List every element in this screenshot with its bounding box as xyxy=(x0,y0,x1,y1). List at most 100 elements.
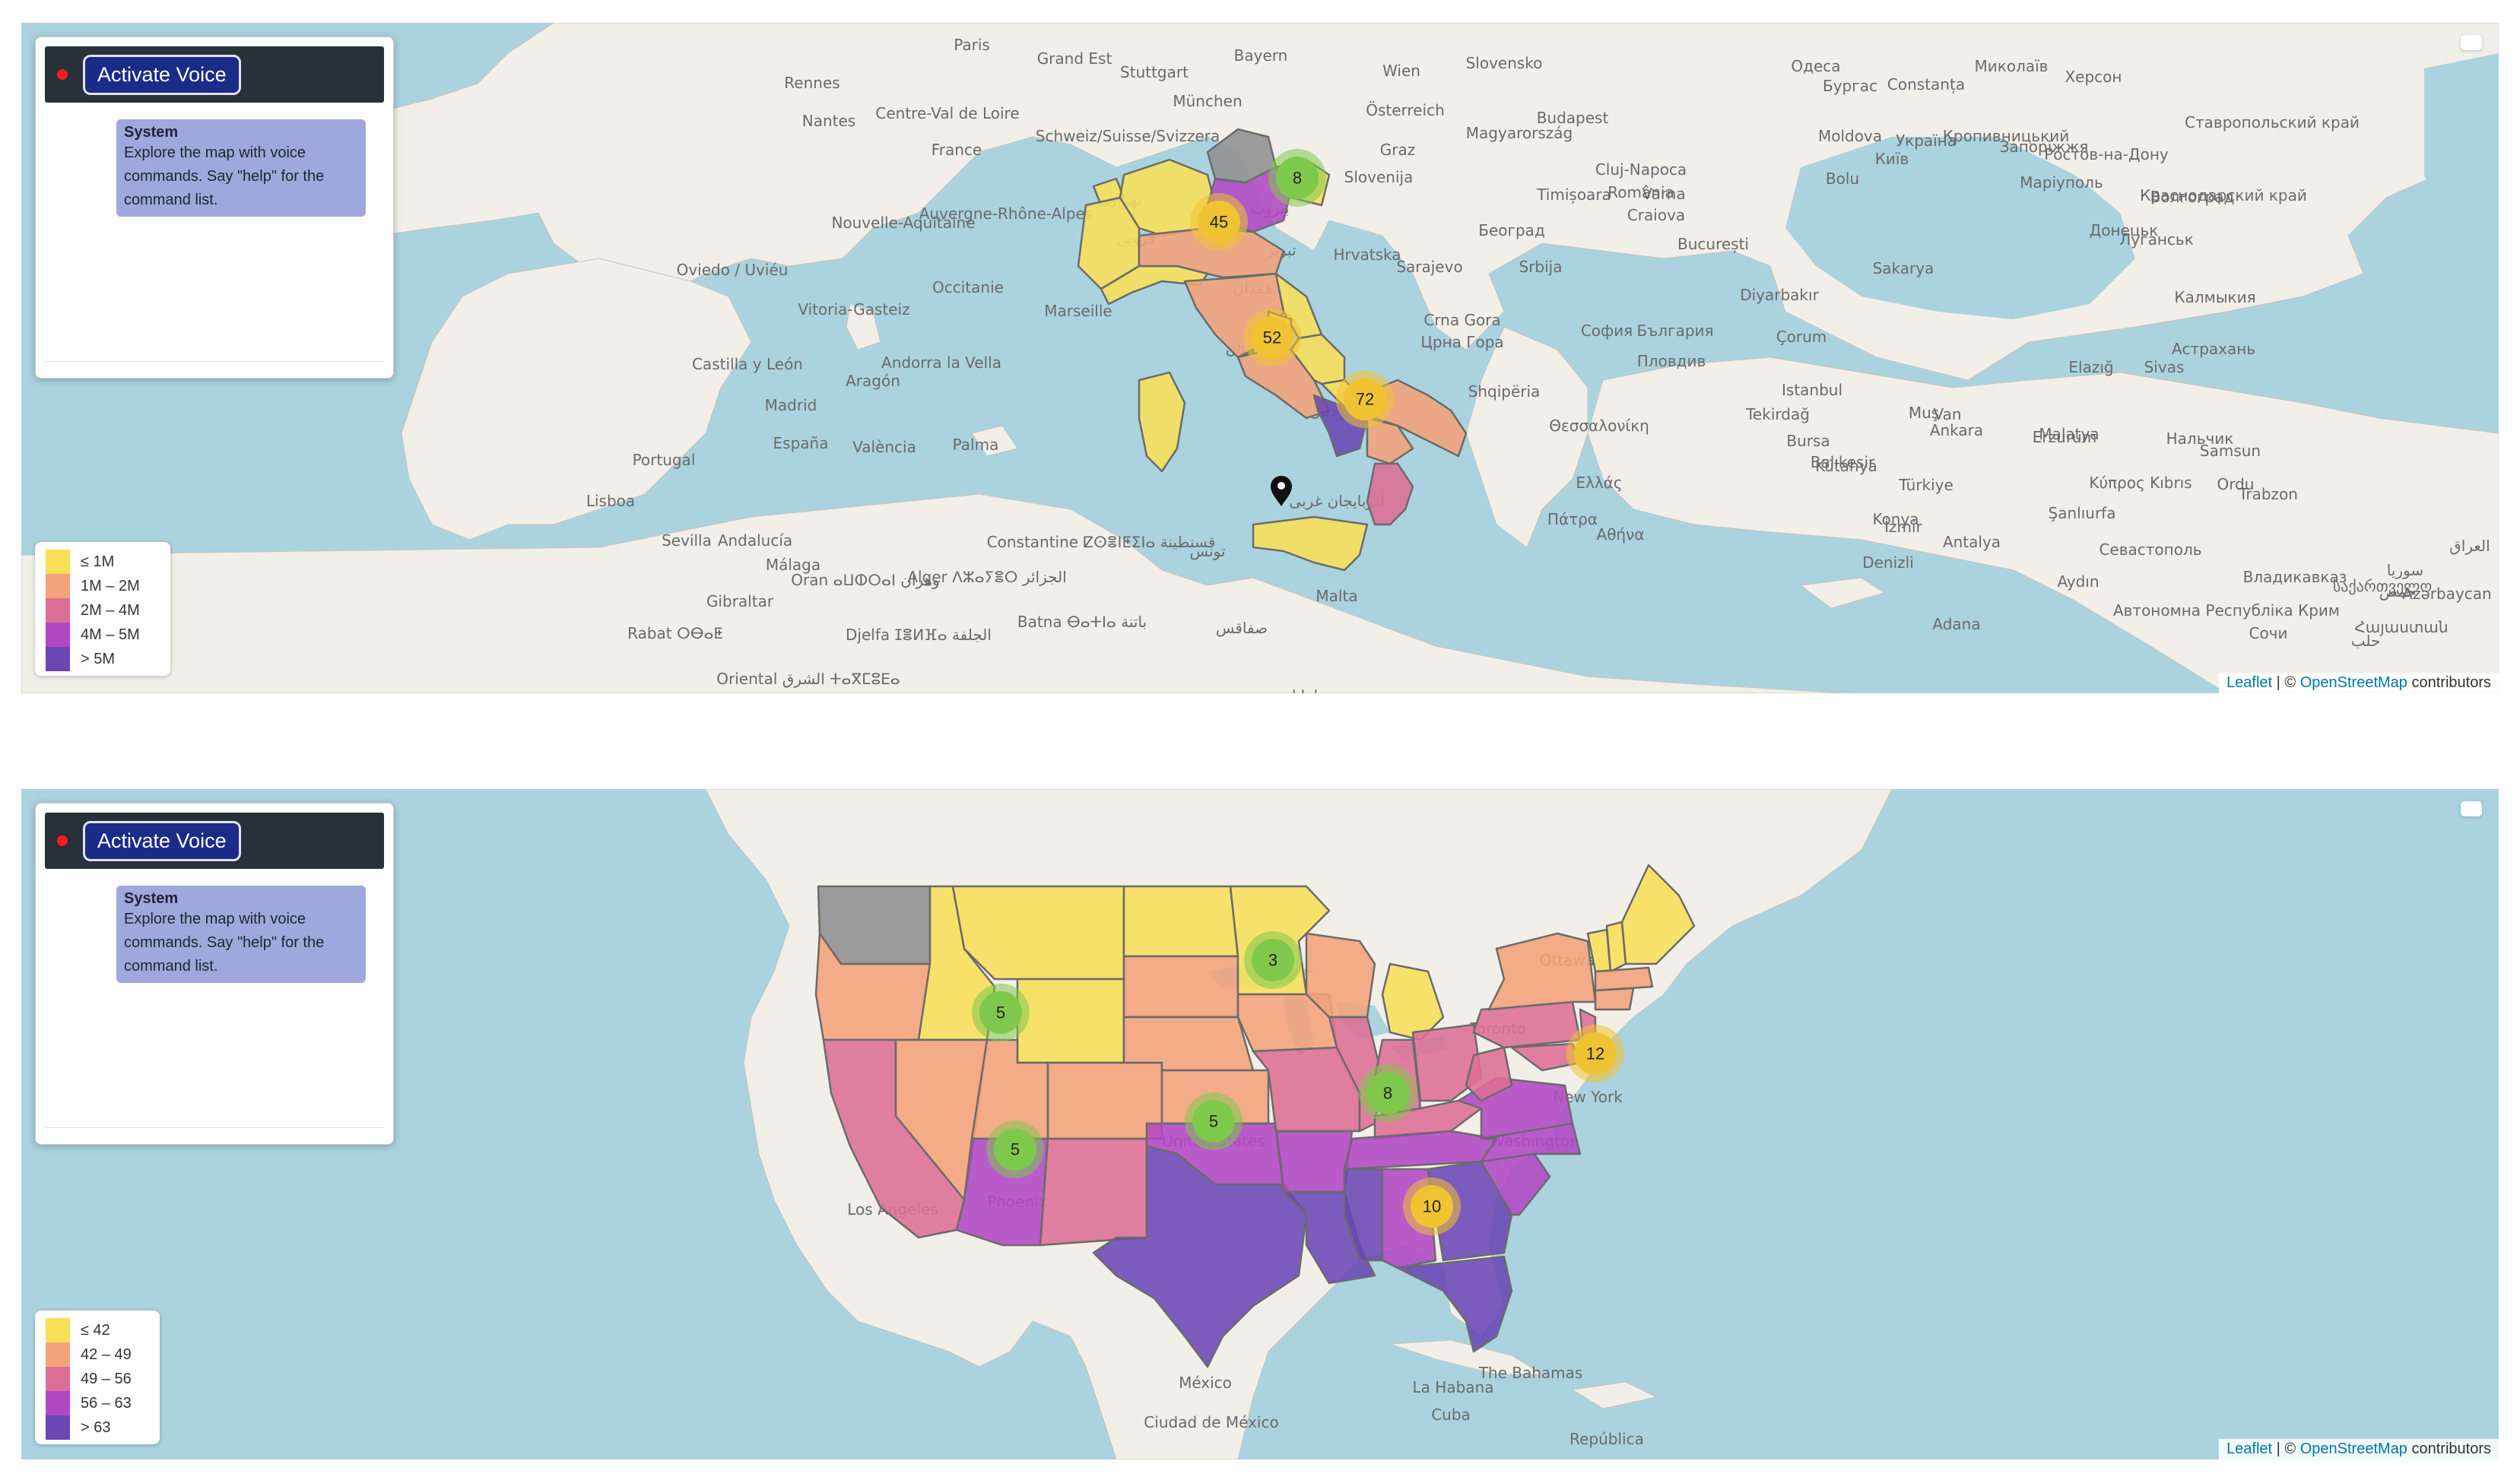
state-north-dakota[interactable] xyxy=(1122,885,1239,958)
cluster-marker[interactable]: 5 xyxy=(1185,1092,1243,1150)
place-label: Lisboa xyxy=(586,492,635,510)
voice-message-log[interactable]: System Explore the map with voice comman… xyxy=(45,103,384,362)
place-label: Ordu xyxy=(2217,475,2255,493)
region-sicilia[interactable] xyxy=(1252,515,1369,572)
voice-message-log[interactable]: System Explore the map with voice comman… xyxy=(45,869,384,1128)
map-attribution: Leaflet | © OpenStreetMap contributors xyxy=(2219,1439,2499,1460)
map-control-bottom[interactable] xyxy=(2461,801,2482,816)
state-arkansas[interactable] xyxy=(1274,1130,1354,1193)
legend-swatch xyxy=(46,1342,70,1367)
legend-row: ≤ 1M xyxy=(46,550,160,574)
region-basilicata[interactable] xyxy=(1366,417,1414,465)
state-mississippi[interactable] xyxy=(1343,1168,1384,1262)
state-new-york[interactable] xyxy=(1487,932,1597,1011)
place-label: Ростов-на-Дону xyxy=(2044,145,2169,163)
cluster-marker[interactable]: 5 xyxy=(972,984,1030,1041)
state-texas[interactable] xyxy=(1092,1145,1308,1368)
cluster-marker[interactable]: 3 xyxy=(1244,931,1302,989)
cluster-count: 72 xyxy=(1356,390,1374,409)
legend-swatch xyxy=(46,1318,70,1342)
place-label: Владикавказ xyxy=(2243,568,2347,586)
cluster-count: 5 xyxy=(1209,1112,1218,1131)
place-label: Oviedo / Uviéu xyxy=(677,261,789,279)
place-label: Varna xyxy=(1642,185,1685,203)
place-label: Црна Гора xyxy=(1420,333,1503,351)
state-florida[interactable] xyxy=(1396,1255,1513,1353)
place-label: Нальчик xyxy=(2166,429,2234,448)
activate-voice-button[interactable]: Activate Voice xyxy=(83,820,241,861)
usa-map[interactable]: OttawaTorontoNew YorkWashingtonUnited St… xyxy=(21,789,2499,1460)
cluster-marker[interactable]: 5 xyxy=(986,1120,1044,1178)
legend-swatch xyxy=(46,1415,70,1440)
leaflet-link[interactable]: Leaflet xyxy=(2226,674,2273,691)
place-label: Ставропольский край xyxy=(2185,113,2360,132)
state-colorado[interactable] xyxy=(1046,1061,1163,1140)
place-label: Srbija xyxy=(1519,258,1563,276)
state-nebraska[interactable] xyxy=(1122,1016,1255,1072)
state-wyoming[interactable] xyxy=(1016,978,1125,1064)
legend-label: > 5M xyxy=(81,650,116,667)
place-label: República xyxy=(1569,1430,1644,1448)
place-label: Trabzon xyxy=(2238,485,2298,503)
usa-map-canvas[interactable]: OttawaTorontoNew YorkWashingtonUnited St… xyxy=(21,789,2499,1460)
legend-row: 42 – 49 xyxy=(46,1342,149,1367)
state-west-virginia[interactable] xyxy=(1465,1046,1513,1102)
state-massachusetts[interactable] xyxy=(1594,966,1654,992)
leaflet-link[interactable]: Leaflet xyxy=(2226,1441,2273,1457)
region-sardegna[interactable] xyxy=(1138,371,1186,473)
voice-panel-top: Activate Voice System Explore the map wi… xyxy=(35,36,394,379)
state-maine[interactable] xyxy=(1620,864,1696,965)
attribution-separator: | © xyxy=(2272,674,2300,691)
place-label: Oriental الشرق ⵜⴰⴳⵎⵓⴹⴰ xyxy=(716,670,900,688)
place-label: Malta xyxy=(1316,587,1357,605)
voice-header: Activate Voice xyxy=(45,46,384,103)
legend-row: 1M – 2M xyxy=(46,574,160,598)
place-label: Автономна Республіка Крим xyxy=(2113,601,2340,620)
place-label: Castilla y León xyxy=(692,355,803,373)
state-new-mexico[interactable] xyxy=(1039,1137,1148,1247)
legend-row: 4M – 5M xyxy=(46,623,160,647)
place-label: Andorra la Vella xyxy=(881,353,1001,372)
place-label: Ελλάς xyxy=(1576,474,1622,492)
legend-row: 56 – 63 xyxy=(46,1391,149,1415)
place-label: София xyxy=(1581,322,1633,340)
place-label: Одеса xyxy=(1791,57,1840,75)
cluster-marker[interactable]: 10 xyxy=(1403,1177,1461,1235)
italy-clusters: 45 8 52 72 xyxy=(1190,149,1394,428)
cluster-marker[interactable]: 45 xyxy=(1190,193,1248,251)
legend-row: 2M – 4M xyxy=(46,598,160,623)
place-label: Erzurum xyxy=(2033,428,2096,446)
cluster-core xyxy=(1198,201,1240,243)
place-label: Malatya xyxy=(2039,425,2099,443)
activate-voice-button[interactable]: Activate Voice xyxy=(83,54,241,95)
place-label: Diyarbakır xyxy=(1740,286,1819,304)
place-label: Ciudad de México xyxy=(1144,1413,1278,1431)
italy-map[interactable]: Paris Rennes Nantes France Centre-Val de Loi… xyxy=(21,23,2499,693)
map-control-top[interactable] xyxy=(2461,35,2482,50)
cluster-core xyxy=(1252,939,1294,981)
legend-swatch xyxy=(46,623,70,647)
state-connecticut[interactable] xyxy=(1594,987,1635,1011)
state-south-dakota[interactable] xyxy=(1122,955,1239,1019)
region-calabria[interactable] xyxy=(1366,462,1414,526)
cluster-marker[interactable]: 72 xyxy=(1336,370,1394,428)
place-label: Denizli xyxy=(1862,553,1914,572)
place-label: Gibraltar xyxy=(706,592,774,610)
openstreetmap-link[interactable]: OpenStreetMap xyxy=(2299,1441,2407,1457)
map-pin-icon[interactable] xyxy=(1271,476,1292,506)
usa-clusters: 5 3 12 8 5 5 10 xyxy=(972,931,1624,1235)
cluster-marker[interactable]: 12 xyxy=(1566,1025,1624,1082)
legend-row: > 5M xyxy=(46,647,160,671)
openstreetmap-link[interactable]: OpenStreetMap xyxy=(2299,674,2407,691)
place-label: Ankara xyxy=(1930,421,1983,439)
italy-map-canvas[interactable]: Paris Rennes Nantes France Centre-Val de Loi… xyxy=(21,23,2499,693)
state-ohio[interactable] xyxy=(1411,1023,1483,1102)
cluster-marker[interactable]: 8 xyxy=(1359,1064,1417,1122)
place-label: București xyxy=(1677,235,1749,253)
recording-indicator-icon xyxy=(57,835,68,846)
place-label: Київ xyxy=(1875,150,1909,168)
cluster-marker[interactable]: 52 xyxy=(1243,309,1301,366)
place-label: Slovenija xyxy=(1344,168,1414,186)
cluster-marker[interactable]: 8 xyxy=(1268,149,1326,207)
place-label: Калмыкия xyxy=(2174,288,2255,306)
